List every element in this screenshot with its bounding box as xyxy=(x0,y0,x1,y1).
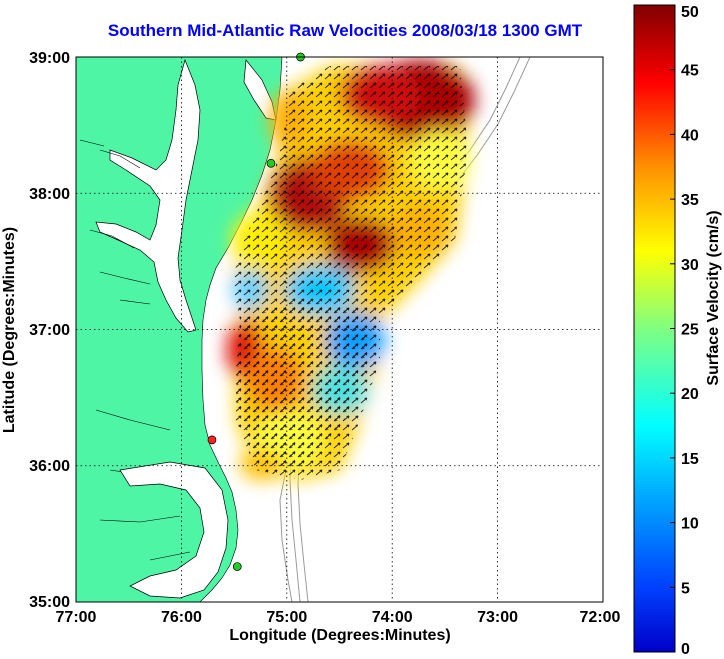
radar-stations xyxy=(207,52,305,571)
colorbar-tick-label: 20 xyxy=(681,386,699,403)
x-tick-label: 72:00 xyxy=(580,609,621,626)
y-tick-label: 36:00 xyxy=(29,458,70,475)
colorbar-tick-label: 50 xyxy=(681,4,699,21)
plot-title: Southern Mid-Atlantic Raw Velocities 200… xyxy=(107,21,583,40)
colorbar-tick-label: 10 xyxy=(681,516,699,533)
colorbar-tick-label: 45 xyxy=(681,63,699,80)
y-tick-label: 38:00 xyxy=(29,186,70,203)
x-tick-label: 76:00 xyxy=(161,609,202,626)
colorbar-tick-label: 35 xyxy=(681,192,699,209)
station-hatteras xyxy=(232,562,242,571)
pamlico-sound xyxy=(119,461,229,599)
x-axis-title: Longitude (Degrees:Minutes) xyxy=(229,627,450,644)
grid-lines xyxy=(76,57,603,602)
colorbar-tick-label: 5 xyxy=(681,580,690,597)
velocity-field xyxy=(227,60,475,480)
plot-frame xyxy=(75,56,604,603)
station-south xyxy=(207,435,217,445)
x-tick-label: 73:00 xyxy=(477,609,518,626)
y-tick-label: 37:00 xyxy=(29,322,70,339)
colorbar-tick-label: 0 xyxy=(681,641,690,658)
colorbar-title: Surface Velocity (cm/s) xyxy=(705,210,722,385)
y-tick-label: 35:00 xyxy=(29,594,70,611)
colorbar-tick-label: 15 xyxy=(681,451,699,468)
x-axis: 77:00 76:00 75:00 74:00 73:00 72:00 Long… xyxy=(56,609,621,644)
x-tick-label: 75:00 xyxy=(266,609,307,626)
colorbar-tick-label: 40 xyxy=(681,127,699,144)
station-central xyxy=(266,158,276,168)
x-tick-label: 77:00 xyxy=(56,609,97,626)
y-axis-title: Latitude (Degrees:Minutes) xyxy=(1,227,18,433)
x-tick-label: 74:00 xyxy=(372,609,413,626)
colorbar-gradient xyxy=(633,4,676,653)
y-tick-label: 39:00 xyxy=(29,50,70,67)
chesapeake-bay xyxy=(95,58,201,333)
y-axis: 39:00 38:00 37:00 36:00 35:00 Latitude (… xyxy=(1,50,70,611)
colorbar-tick-label: 30 xyxy=(681,257,699,274)
colorbar-tick-label: 25 xyxy=(681,322,699,339)
